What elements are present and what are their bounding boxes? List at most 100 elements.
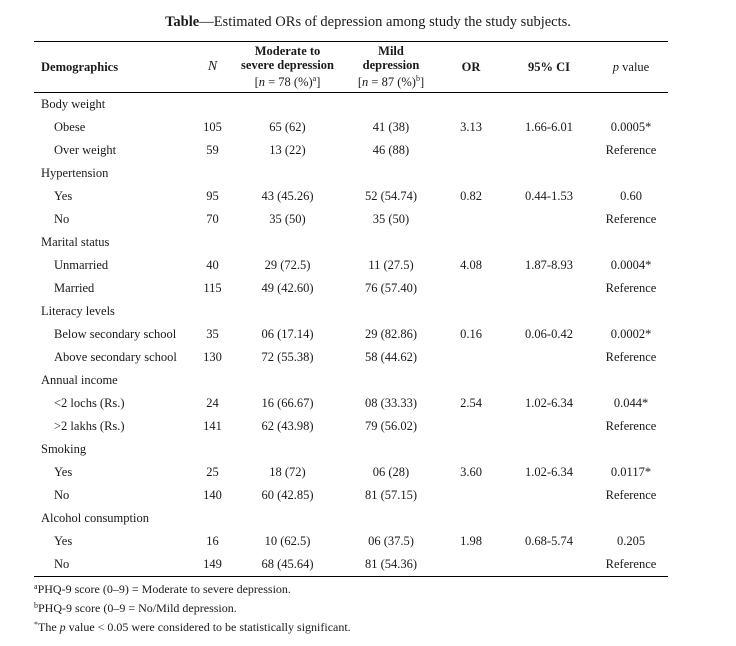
footnote-b: bPHQ-9 score (0–9 = No/Mild depression.	[34, 600, 237, 616]
group-label: Alcohol consumption	[41, 511, 149, 525]
empty-cell	[438, 507, 504, 530]
n-cell: 24	[206, 396, 219, 410]
footnote-c: *The p value < 0.05 were considered to b…	[34, 619, 351, 635]
mild-cell: 81 (54.36)	[344, 553, 438, 577]
n-cell: 115	[203, 281, 222, 295]
bracket-close: ]	[316, 75, 321, 90]
mild-cell: 35 (50)	[372, 212, 410, 226]
row-label: Unmarried	[54, 258, 109, 272]
header-or: OR	[438, 41, 504, 93]
group-label: Hypertension	[41, 166, 109, 180]
footnote-c-text-after: value < 0.05 were considered to be stati…	[65, 620, 351, 634]
empty-cell	[344, 507, 438, 530]
empty-cell	[504, 162, 594, 185]
header-mild-line2: depression	[362, 58, 420, 73]
empty-cell	[194, 300, 231, 323]
p-value-cell: Reference	[605, 488, 657, 502]
odds-ratio-table: Demographics N Moderate to severe depres…	[34, 41, 668, 577]
moderate-cell: 16 (66.67)	[261, 396, 314, 410]
row-label: Above secondary school	[54, 350, 177, 364]
empty-cell	[438, 231, 504, 254]
mild-cell: 52 (54.74)	[364, 189, 418, 203]
table-row: No 70 35 (50) 35 (50) Reference	[34, 208, 668, 231]
or-cell	[438, 415, 504, 438]
bracket-close: ]	[419, 75, 425, 90]
mild-cell: 29 (82.86)	[364, 327, 418, 341]
table-row: >2 lakhs (Rs.) 141 62 (43.98) 79 (56.02) Ref…	[34, 415, 668, 438]
n-cell: 130	[203, 350, 222, 364]
p-value-cell: Reference	[605, 419, 657, 433]
empty-cell	[231, 369, 344, 392]
mild-cell: 08 (33.33)	[364, 396, 418, 410]
empty-cell	[344, 162, 438, 185]
caption-text: —Estimated ORs of depression among study…	[199, 14, 571, 30]
group-label: Literacy levels	[41, 304, 115, 318]
table-row: No 140 60 (42.85) 81 (57.15) Reference	[34, 484, 668, 507]
empty-cell	[504, 438, 594, 461]
empty-cell	[194, 438, 231, 461]
group-row: Body weight	[34, 93, 668, 117]
p-value-cell: 0.0002*	[610, 327, 652, 341]
group-label: Smoking	[41, 442, 87, 456]
empty-cell	[231, 93, 344, 117]
bracket-open: [	[254, 75, 259, 90]
n-cell: 16	[206, 534, 219, 548]
row-label: Below secondary school	[54, 327, 177, 341]
table-body: Body weight Obese 105 65 (62) 41 (38) 3.13 1.6…	[34, 93, 668, 577]
ci-cell: 0.06-0.42	[525, 327, 573, 341]
empty-cell	[344, 231, 438, 254]
empty-cell	[594, 162, 668, 185]
empty-cell	[438, 162, 504, 185]
table-row: Unmarried 40 29 (72.5) 11 (27.5) 4.08 1.87-8.…	[34, 254, 668, 277]
empty-cell	[194, 507, 231, 530]
n-cell: 35	[206, 327, 219, 341]
n-cell: 25	[206, 465, 219, 479]
header-mild-line3: [n = 87 (%)b]	[344, 72, 438, 89]
mild-cell: 79 (56.02)	[364, 419, 418, 433]
group-row: Hypertension	[34, 162, 668, 185]
header-mild-line1: Mild	[378, 44, 404, 59]
p-value-cell: 0.60	[620, 189, 642, 203]
ci-cell	[504, 484, 594, 507]
empty-cell	[194, 231, 231, 254]
group-label: Marital status	[41, 235, 110, 249]
moderate-cell: 10 (62.5)	[264, 534, 311, 548]
table-row: Married 115 49 (42.60) 76 (57.40) Reference	[34, 277, 668, 300]
caption-label: Table	[165, 14, 200, 30]
footnote-c-italic-p: p	[59, 620, 66, 634]
p-value-cell: Reference	[605, 350, 657, 364]
or-cell	[438, 553, 504, 577]
p-value-cell: 0.044*	[613, 396, 649, 410]
p-value-cell: Reference	[605, 143, 657, 157]
table-row: Obese 105 65 (62) 41 (38) 3.13 1.66-6.01 0.000…	[34, 116, 668, 139]
row-label: No	[54, 212, 70, 226]
row-label: Obese	[54, 120, 86, 134]
empty-cell	[504, 300, 594, 323]
group-label: Body weight	[41, 97, 106, 111]
mild-cell: 76 (57.40)	[364, 281, 418, 295]
group-row: Alcohol consumption	[34, 507, 668, 530]
empty-cell	[344, 369, 438, 392]
mild-cell: 46 (88)	[372, 143, 410, 157]
ci-cell: 1.02-6.34	[525, 465, 573, 479]
n-cell: 40	[206, 258, 219, 272]
ci-cell	[504, 139, 594, 162]
ci-cell	[504, 415, 594, 438]
row-label: <2 lochs (Rs.)	[54, 396, 125, 410]
empty-cell	[231, 438, 344, 461]
or-cell: 4.08	[460, 258, 482, 272]
or-cell: 0.16	[460, 327, 482, 341]
table-row: Over weight 59 13 (22) 46 (88) Reference	[34, 139, 668, 162]
footnote-a-sup: a	[34, 582, 38, 591]
moderate-cell: 35 (50)	[269, 212, 306, 226]
header-ci: 95% CI	[504, 41, 594, 93]
footnote-b-text: PHQ-9 score (0–9 = No/Mild depression.	[38, 601, 237, 615]
row-label: No	[34, 553, 194, 577]
p-value-cell: 0.0005*	[610, 120, 652, 134]
group-row: Literacy levels	[34, 300, 668, 323]
italic-n: n	[362, 75, 369, 90]
header-p-value: p value	[594, 41, 668, 93]
row-label: Over weight	[54, 143, 117, 157]
moderate-cell: 43 (45.26)	[261, 189, 314, 203]
group-row: Marital status	[34, 231, 668, 254]
